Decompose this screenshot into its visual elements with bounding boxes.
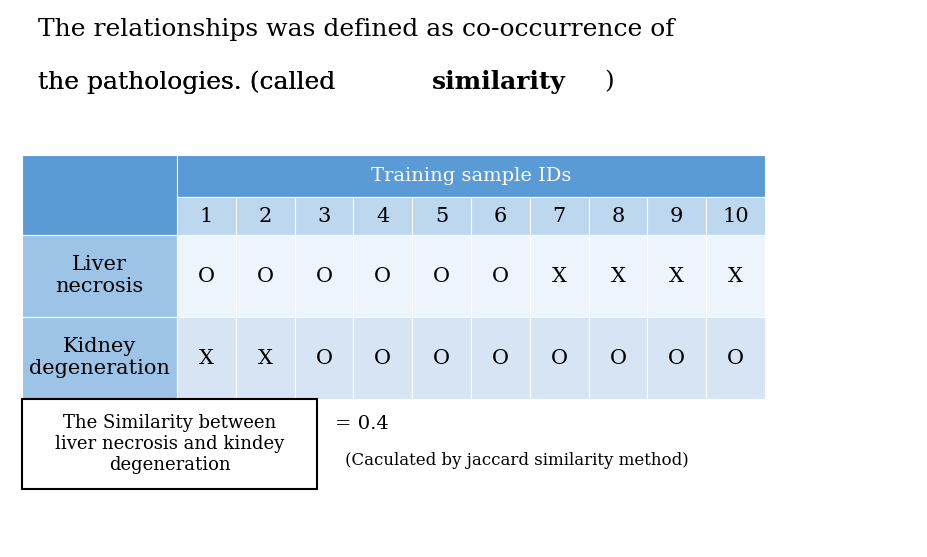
FancyBboxPatch shape (353, 317, 413, 399)
FancyBboxPatch shape (177, 317, 235, 399)
Text: The relationships was defined as co-occurrence of: The relationships was defined as co-occu… (38, 18, 675, 41)
Text: X: X (611, 266, 626, 286)
FancyBboxPatch shape (177, 197, 235, 235)
FancyBboxPatch shape (647, 235, 706, 317)
Text: 1: 1 (199, 207, 213, 226)
FancyBboxPatch shape (706, 197, 765, 235)
Text: O: O (492, 349, 509, 368)
Text: O: O (315, 266, 333, 286)
Text: The Similarity between
liver necrosis and kindey
degeneration: The Similarity between liver necrosis an… (55, 414, 284, 474)
FancyBboxPatch shape (22, 399, 317, 489)
Text: X: X (552, 266, 566, 286)
FancyBboxPatch shape (530, 317, 589, 399)
Text: O: O (551, 349, 567, 368)
FancyBboxPatch shape (22, 317, 177, 399)
FancyBboxPatch shape (413, 317, 471, 399)
FancyBboxPatch shape (295, 197, 353, 235)
FancyBboxPatch shape (471, 317, 530, 399)
Text: Liver
necrosis: Liver necrosis (56, 256, 144, 296)
FancyBboxPatch shape (353, 197, 413, 235)
Text: O: O (315, 349, 333, 368)
Text: Training sample IDs: Training sample IDs (371, 167, 571, 185)
FancyBboxPatch shape (22, 235, 177, 317)
FancyBboxPatch shape (22, 155, 177, 235)
Text: X: X (669, 266, 684, 286)
Text: O: O (197, 266, 215, 286)
Text: ): ) (604, 70, 615, 93)
Text: O: O (375, 266, 391, 286)
FancyBboxPatch shape (647, 317, 706, 399)
Text: the pathologies. (called: the pathologies. (called (38, 70, 343, 94)
Text: = 0.4: = 0.4 (335, 415, 388, 433)
Text: 5: 5 (435, 207, 449, 226)
Text: O: O (609, 349, 627, 368)
Text: X: X (258, 349, 273, 368)
FancyBboxPatch shape (177, 235, 235, 317)
FancyBboxPatch shape (530, 197, 589, 235)
FancyBboxPatch shape (353, 235, 413, 317)
Text: X: X (729, 266, 743, 286)
Text: O: O (727, 349, 744, 368)
FancyBboxPatch shape (177, 155, 765, 197)
Text: O: O (257, 266, 273, 286)
Text: 7: 7 (552, 207, 565, 226)
FancyBboxPatch shape (413, 197, 471, 235)
FancyBboxPatch shape (706, 317, 765, 399)
FancyBboxPatch shape (235, 197, 295, 235)
FancyBboxPatch shape (647, 197, 706, 235)
FancyBboxPatch shape (589, 317, 647, 399)
FancyBboxPatch shape (706, 235, 765, 317)
Text: O: O (433, 266, 451, 286)
Text: 9: 9 (670, 207, 683, 226)
FancyBboxPatch shape (589, 235, 647, 317)
Text: 2: 2 (259, 207, 272, 226)
FancyBboxPatch shape (471, 197, 530, 235)
Text: X: X (199, 349, 214, 368)
FancyBboxPatch shape (530, 235, 589, 317)
Text: 8: 8 (612, 207, 625, 226)
Text: the pathologies. (called: the pathologies. (called (38, 70, 343, 94)
FancyBboxPatch shape (413, 235, 471, 317)
Text: O: O (433, 349, 451, 368)
FancyBboxPatch shape (589, 197, 647, 235)
Text: similarity: similarity (432, 70, 565, 94)
Text: 10: 10 (722, 207, 749, 226)
FancyBboxPatch shape (295, 235, 353, 317)
Text: Kidney
degeneration: Kidney degeneration (29, 338, 170, 379)
Text: 3: 3 (317, 207, 331, 226)
FancyBboxPatch shape (235, 235, 295, 317)
Text: O: O (492, 266, 509, 286)
Text: 4: 4 (376, 207, 389, 226)
Text: O: O (668, 349, 685, 368)
Text: (Caculated by jaccard similarity method): (Caculated by jaccard similarity method) (345, 452, 689, 468)
FancyBboxPatch shape (235, 317, 295, 399)
FancyBboxPatch shape (295, 317, 353, 399)
Text: O: O (375, 349, 391, 368)
FancyBboxPatch shape (471, 235, 530, 317)
Text: 6: 6 (494, 207, 507, 226)
